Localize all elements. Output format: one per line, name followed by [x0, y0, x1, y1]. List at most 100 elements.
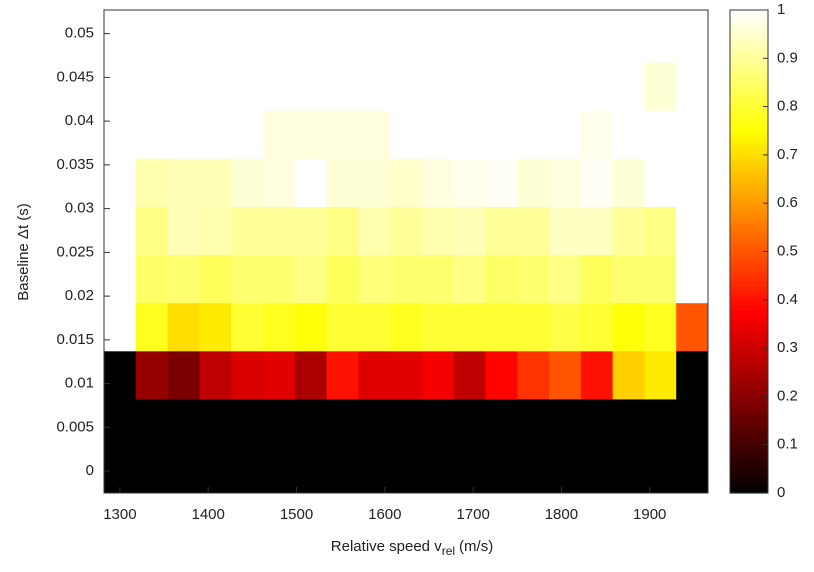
colorbar-segment [730, 159, 768, 166]
heat-cell [421, 206, 455, 256]
heat-cell [517, 62, 550, 111]
colorbar-segment [730, 483, 768, 489]
heat-cell [262, 13, 296, 63]
colorbar-segment [730, 261, 768, 267]
x-tick-label: 1900 [633, 506, 666, 523]
colorbar-segment [730, 237, 768, 243]
heat-cell [167, 62, 200, 111]
colorbar-segment [730, 169, 768, 175]
colorbar-segment [730, 299, 768, 306]
heat-cell [390, 447, 423, 493]
colorbar-segment [730, 468, 768, 475]
heat-cell [644, 13, 677, 63]
y-tick-label: 0.015 [56, 331, 94, 348]
heat-cell [421, 110, 455, 159]
colorbar-segment [730, 154, 768, 161]
colorbar-segment [730, 19, 768, 26]
heat-cell [167, 350, 200, 400]
colorbar-segment [730, 478, 768, 484]
colorbar-segment [730, 367, 768, 373]
heat-cell [104, 254, 137, 304]
colorbar-segment [730, 92, 768, 98]
heat-cell [644, 158, 677, 207]
colorbar-segment [730, 29, 768, 35]
heat-cell [453, 398, 486, 448]
heat-cell [231, 110, 264, 159]
colorbar-segment [730, 227, 768, 233]
heat-cell [358, 13, 391, 63]
colorbar-segment [730, 241, 768, 248]
heat-cell [326, 302, 359, 352]
heat-cell [104, 110, 137, 159]
colorbar-segment [730, 246, 768, 253]
heat-cell [262, 158, 296, 207]
heat-cell [135, 254, 169, 304]
x-axis-label: Relative speed vrel (m/s) [331, 538, 493, 558]
colorbar-segment [730, 38, 768, 45]
x-label-sub: rel [442, 544, 455, 558]
colorbar-tick-label: 1 [777, 1, 785, 18]
plot-frame [103, 9, 709, 494]
colorbar-segment [730, 439, 768, 446]
heat-cell [167, 206, 200, 256]
heat-cell [580, 447, 614, 493]
heat-cell [453, 350, 486, 400]
colorbar-segment [730, 473, 768, 480]
heat-cell [135, 110, 169, 159]
heat-cell [517, 350, 550, 400]
colorbar-segment [730, 372, 768, 378]
heat-cell [231, 62, 264, 111]
heat-cell [453, 110, 486, 159]
colorbar-segment [730, 58, 768, 64]
colorbar-segment [730, 96, 768, 103]
colorbar-segment [730, 304, 768, 311]
heat-cell [612, 254, 645, 304]
colorbar-tick-label: 0.1 [777, 436, 798, 453]
colorbar-segment [730, 280, 768, 286]
heat-cell [326, 158, 359, 207]
heat-cell [358, 62, 391, 111]
colorbar-segment [730, 183, 768, 190]
colorbar-segment [730, 125, 768, 132]
heat-cell [421, 158, 455, 207]
heat-cell [485, 350, 518, 400]
colorbar-segment [730, 328, 768, 335]
heat-cell [231, 254, 264, 304]
heat-cell [358, 206, 391, 256]
colorbar-segment [730, 208, 768, 214]
heat-cell [485, 447, 518, 493]
heat-cell [580, 302, 614, 352]
colorbar-segment [730, 415, 768, 422]
colorbar-segment [730, 72, 768, 79]
heat-cell [485, 13, 518, 63]
heat-cell [390, 62, 423, 111]
heat-cell [358, 447, 391, 493]
colorbar-segment [730, 275, 768, 282]
heat-cell [549, 206, 582, 256]
heat-cell [262, 350, 296, 400]
colorbar-segment [730, 150, 768, 156]
colorbar-segment [730, 265, 768, 272]
heat-cell [104, 350, 137, 400]
colorbar-tick-label: 0.9 [777, 49, 798, 66]
heat-cell [199, 254, 232, 304]
heat-cell [517, 447, 550, 493]
colorbar-segment [730, 164, 768, 170]
heat-cell [517, 13, 550, 63]
heat-cell [199, 398, 232, 448]
colorbar-segment [730, 87, 768, 93]
heat-cell [104, 206, 137, 256]
heat-cell [676, 254, 708, 304]
colorbar-segment [730, 67, 768, 74]
y-tick-label: 0.045 [56, 68, 94, 85]
colorbar-tick-label: 0.8 [777, 98, 798, 115]
colorbar-segment [730, 179, 768, 185]
colorbar-segment [730, 130, 768, 137]
heat-cell [231, 398, 264, 448]
heat-cell [517, 254, 550, 304]
heat-cell [326, 206, 359, 256]
heat-cell [390, 158, 423, 207]
heat-cell [485, 398, 518, 448]
colorbar-segment [730, 377, 768, 383]
